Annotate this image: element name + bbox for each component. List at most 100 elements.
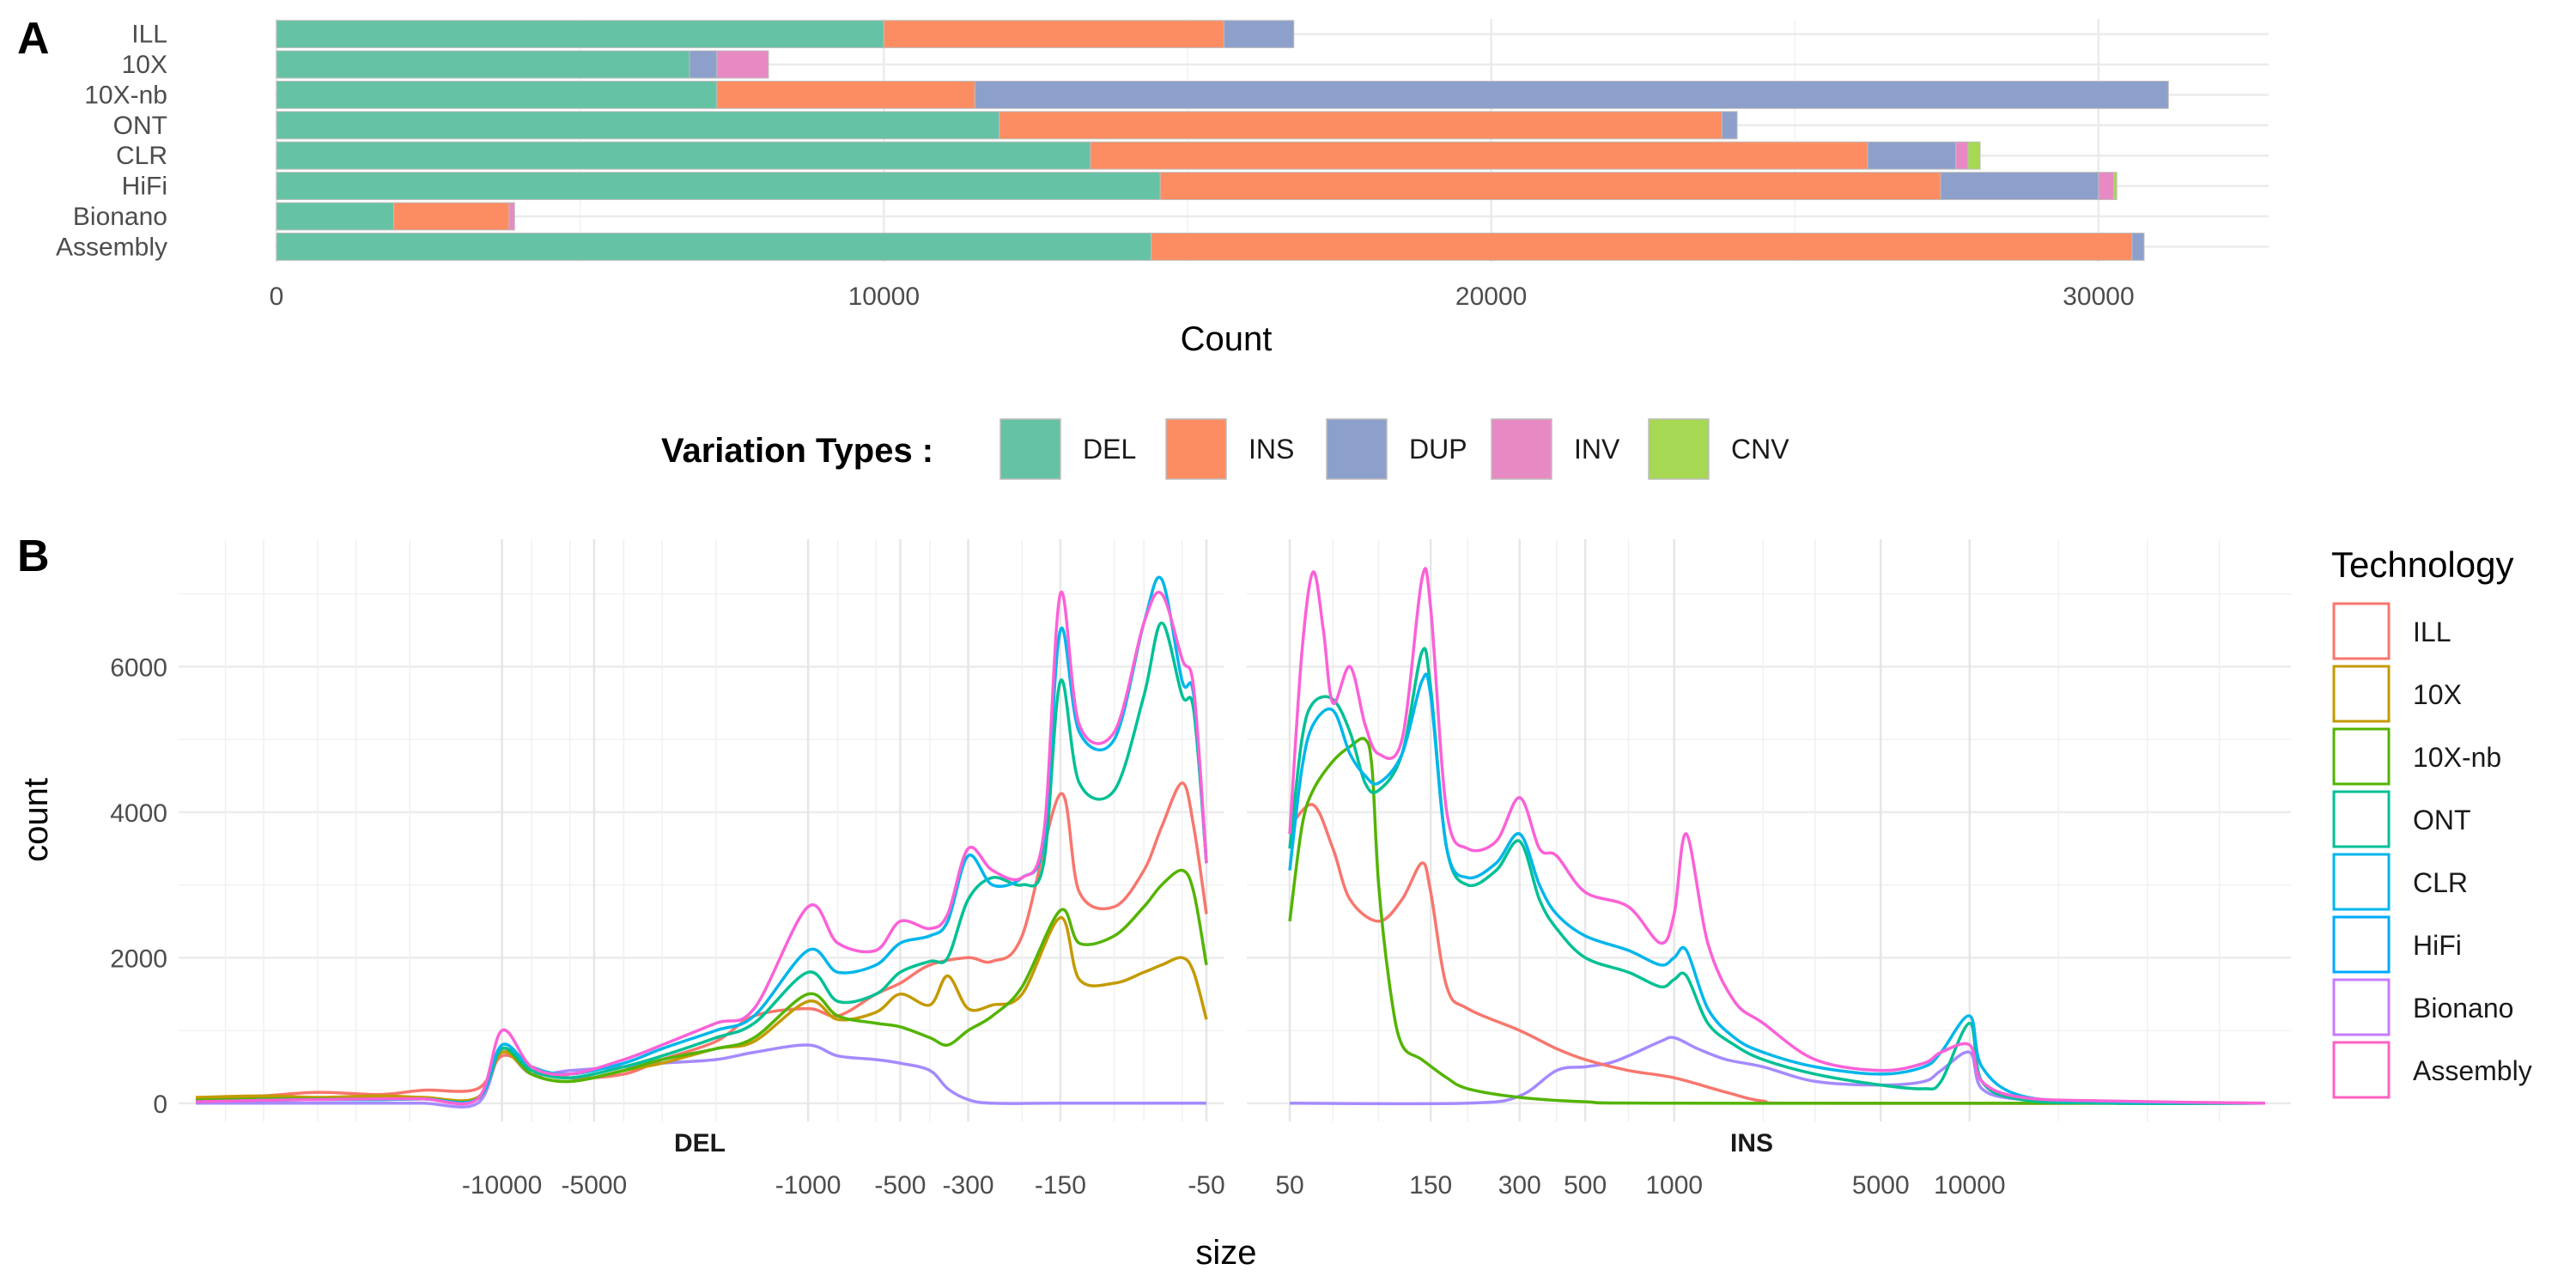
bar-hifi-inv xyxy=(2098,172,2115,200)
facet-strip-del: DEL xyxy=(674,1129,726,1157)
bar-ill-del xyxy=(276,20,884,49)
legend-label-ins: INS xyxy=(1249,434,1294,465)
y-tick-label-clr: CLR xyxy=(116,142,167,170)
line-ins-bionano xyxy=(1288,567,2266,1105)
legend-label-ont: ONT xyxy=(2413,805,2471,835)
del-x-tick-label-50: -50 xyxy=(1188,1171,1224,1200)
x-tick-label-0: 0 xyxy=(270,283,284,311)
bar-clr-inv xyxy=(1955,141,1969,170)
legend-key-clr xyxy=(2332,853,2391,911)
bar-ont-dup xyxy=(1721,111,1738,140)
legend-key-ins xyxy=(1165,418,1227,480)
bar-ill-dup xyxy=(1223,20,1295,49)
y-tick-label-hifi: HiFi xyxy=(122,173,167,201)
panel-b-y-axis-title: count xyxy=(17,778,55,862)
panel-label-a: A xyxy=(17,14,50,64)
bar-10x-nb-dup xyxy=(974,81,2169,109)
ins-x-tick-label-10000: 10000 xyxy=(1934,1171,2005,1200)
y-tick-label-ill: ILL xyxy=(131,21,167,49)
line-del-bionano xyxy=(195,590,1208,1106)
line-ins-10x-nb xyxy=(1288,737,2266,1105)
del-x-tick-label-150: -150 xyxy=(1035,1171,1086,1200)
legend-key-inv xyxy=(1491,418,1552,480)
ins-x-tick-label-50: 50 xyxy=(1275,1171,1303,1200)
bar-clr-ins xyxy=(1090,141,1868,170)
line-ins-ont xyxy=(1288,647,2266,1105)
bar-hifi-ins xyxy=(1159,172,1941,200)
y-tick-label-0: 0 xyxy=(153,1091,167,1119)
line-del-10x xyxy=(195,915,1208,1103)
bar-assembly-del xyxy=(276,232,1152,261)
bar-hifi-cnv xyxy=(2113,172,2117,200)
legend-label-10x-nb: 10X-nb xyxy=(2413,742,2501,773)
bar-bionano-ins xyxy=(393,202,510,231)
x-tick-label-10000: 10000 xyxy=(848,283,920,311)
legend-key-ill xyxy=(2332,602,2391,660)
legend-label-10x: 10X xyxy=(2413,679,2462,710)
legend-label-del: DEL xyxy=(1083,434,1136,465)
del-x-tick-label-300: -300 xyxy=(943,1171,994,1200)
bar-ont-ins xyxy=(999,111,1722,140)
bar-10x-nb-del xyxy=(276,81,718,109)
legend-key-assembly xyxy=(2332,1041,2391,1099)
panel-b-x-tick-labels: -10000 -5000 -1000 -500 -300 -150 -50 50 150 300 5… xyxy=(462,1171,2006,1200)
bar-assembly-dup xyxy=(2131,232,2145,261)
bar-hifi-dup xyxy=(1940,172,2099,200)
legend-key-10x xyxy=(2332,665,2391,723)
y-tick-label-2000: 2000 xyxy=(110,945,167,973)
technology-legend: Technology ILL 10X 10X-nb ONT CLR HiFi Bionano… xyxy=(2331,544,2532,1099)
y-tick-label-10x-nb: 10X-nb xyxy=(84,81,167,109)
facet-strip-ins: INS xyxy=(1730,1129,1773,1157)
panel-b-series-lines xyxy=(195,567,2266,1109)
legend-label-clr: CLR xyxy=(2413,867,2468,898)
y-tick-label-6000: 6000 xyxy=(110,653,167,682)
line-del-hifi xyxy=(196,1043,1206,1109)
panel-b-x-axis-title: size xyxy=(1195,1234,1256,1272)
del-x-tick-label-1000: -1000 xyxy=(775,1171,841,1200)
legend-label-hifi: HiFi xyxy=(2413,930,2462,961)
line-del-ill xyxy=(195,781,1208,1102)
bar-ill-ins xyxy=(883,20,1224,49)
bar-bionano-inv xyxy=(508,202,515,231)
panel-b-y-tick-labels: 0 2000 4000 6000 xyxy=(110,653,167,1119)
del-x-tick-label-500: -500 xyxy=(874,1171,926,1200)
y-tick-label-10x: 10X xyxy=(122,51,167,79)
bar-10x-inv xyxy=(716,50,769,79)
line-ins-hifi xyxy=(1289,1036,2266,1106)
panel-a-x-tick-labels: 0 10000 20000 30000 xyxy=(270,283,2135,311)
variation-types-legend-title: Variation Types : xyxy=(661,432,933,470)
y-tick-label-4000: 4000 xyxy=(110,799,167,828)
legend-label-assembly: Assembly xyxy=(2413,1055,2532,1086)
bar-ont-del xyxy=(276,111,1000,140)
legend-key-dup xyxy=(1326,418,1388,480)
panel-a-x-axis-title: Count xyxy=(1181,320,1273,358)
x-tick-label-20000: 20000 xyxy=(1455,283,1527,311)
ins-x-tick-label-1000: 1000 xyxy=(1645,1171,1703,1200)
ins-x-tick-label-300: 300 xyxy=(1498,1171,1541,1200)
x-tick-label-30000: 30000 xyxy=(2063,283,2134,311)
panel-label-b: B xyxy=(17,532,50,581)
legend-key-ont xyxy=(2332,790,2391,848)
legend-label-ill: ILL xyxy=(2413,617,2451,647)
bar-clr-cnv xyxy=(1967,141,1981,170)
legend-label-cnv: CNV xyxy=(1731,434,1789,465)
y-tick-label-ont: ONT xyxy=(113,112,167,140)
line-ins-clr xyxy=(1288,672,2266,1105)
legend-key-bionano xyxy=(2332,978,2391,1036)
bar-clr-dup xyxy=(1867,141,1957,170)
variation-types-legend: Variation Types : DEL INS DUP INV CNV xyxy=(661,418,1789,480)
legend-key-cnv xyxy=(1648,418,1710,480)
legend-label-bionano: Bionano xyxy=(2413,993,2513,1024)
y-tick-label-bionano: Bionano xyxy=(73,203,167,231)
legend-key-del xyxy=(999,418,1061,480)
bar-clr-del xyxy=(276,141,1091,170)
bar-10x-nb-ins xyxy=(716,81,975,109)
ins-x-tick-label-5000: 5000 xyxy=(1852,1171,1910,1200)
legend-label-dup: DUP xyxy=(1409,434,1467,465)
legend-key-hifi xyxy=(2332,915,2391,974)
technology-legend-title: Technology xyxy=(2331,544,2513,585)
legend-key-10x-nb xyxy=(2332,727,2391,786)
